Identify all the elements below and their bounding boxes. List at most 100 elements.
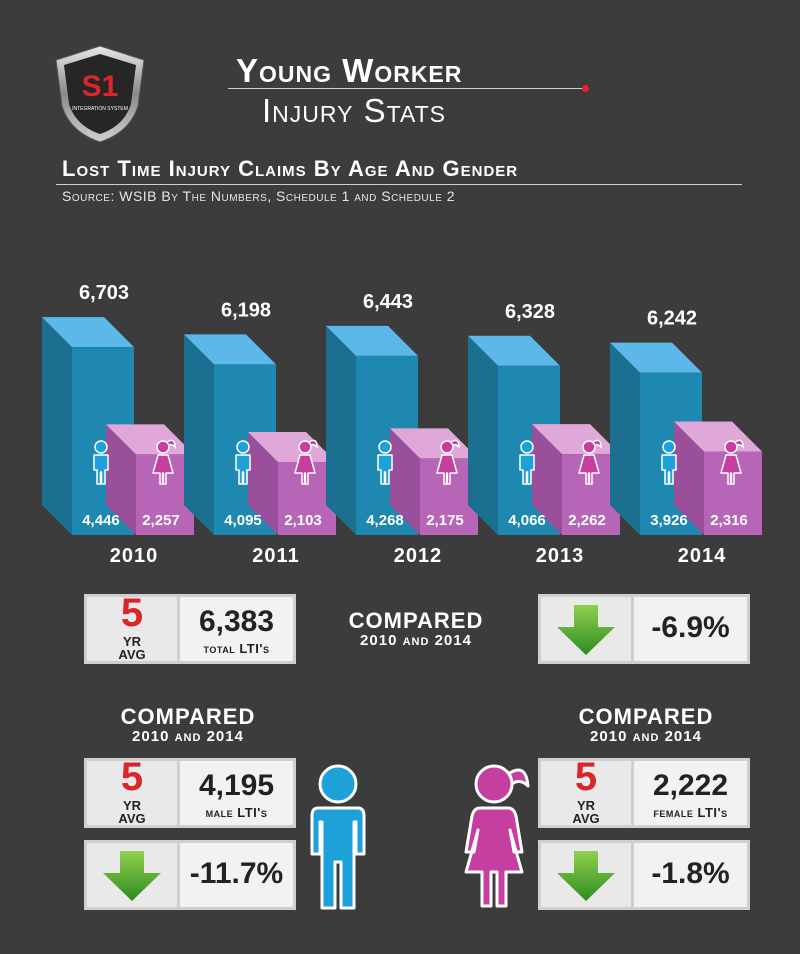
boy-icon [377,440,393,485]
female-bar-2013-top [532,424,620,455]
avg-years-number: 5 [120,755,144,799]
box-divider [177,597,180,661]
boy-icon [310,764,366,910]
year-label: 2011 [252,545,299,567]
male-bar-2014-top [610,342,702,373]
box-divider [177,843,180,907]
female-bar-2014-side [674,421,704,535]
total-avg-box: 5 YR AVG 6,383 total LTI's [84,591,296,664]
total-value-label: 6,443 [363,291,413,313]
overall-compare-heading: COMPARED [348,608,484,633]
svg-text:INTEGRATION SYSTEM: INTEGRATION SYSTEM [72,106,128,112]
male-value-label: 4,066 [508,512,546,529]
girl-icon [578,439,602,485]
chart-source: Source: WSIB By The Numbers, Schedule 1 … [62,188,456,204]
female-value-label: 2,257 [142,512,180,529]
total-value-label: 6,198 [221,299,271,321]
box-divider [177,761,180,825]
male-value-label: 4,095 [224,512,262,529]
total-value-label: 6,242 [647,308,697,330]
boy-icon [235,440,251,485]
page-title-line2: Injury Stats [262,92,446,129]
boy-icon [661,440,677,485]
down-arrow-icon [557,851,615,901]
s1-logo: S1 INTEGRATION SYSTEM [55,45,145,143]
title-dot [582,85,589,92]
girl-icon [152,439,176,485]
female-avg-value: 2,222 [652,769,729,802]
male-bar-2012-side [326,325,356,535]
male-avg-value: 4,195 [198,769,275,802]
total-value-label: 6,703 [79,282,129,304]
avg-cell [87,597,177,661]
male-bar-2014-side [610,342,640,535]
page-title-line1: Young Worker [236,52,463,89]
male-avg-box: 5 YR AVG 4,195 male LTI's [84,755,296,828]
female-bar-2011-side [248,431,278,535]
female-compare-sub: 2010 and 2014 [590,728,702,745]
male-compare-sub: 2010 and 2014 [132,728,244,745]
male-change-value: -11.7% [189,857,284,890]
boy-icon [519,440,535,485]
avg-years-label: YR AVG [118,798,146,826]
female-change-value: -1.8% [651,857,730,890]
down-arrow-icon [103,851,161,901]
male-avg-label: male LTI's [205,805,268,820]
female-value-label: 2,103 [284,512,322,529]
svg-text:S1: S1 [82,70,119,103]
total-avg-value: 6,383 [198,605,275,638]
female-bar-2011-top [248,431,336,462]
total-avg-label: total LTI's [203,641,270,656]
year-label: 2010 [110,545,159,567]
avg-years-label: YR AVG [118,634,146,662]
female-value-label: 2,262 [568,512,606,529]
box-divider [631,761,634,825]
female-value-label: 2,316 [710,512,748,529]
total-value-label: 6,328 [505,301,555,323]
girl-icon [720,439,744,485]
female-value-label: 2,175 [426,512,464,529]
down-arrow-icon [557,605,615,655]
female-bar-2012-side [390,428,420,535]
avg-years-number: 5 [120,591,144,635]
avg-cell [87,761,177,825]
male-bar-2012-top [326,325,418,356]
female-avg-label: female LTI's [653,805,728,820]
year-label: 2012 [394,545,443,567]
overall-change-box: -6.9% [538,594,750,664]
male-value-label: 4,268 [366,512,404,529]
chart-title-rule [56,184,742,185]
female-bar-2010-top [106,424,194,455]
female-bar-2012-top [390,428,478,459]
male-bar-2013-top [468,335,560,366]
girl-icon [294,439,318,485]
male-bar-2011-top [184,334,276,365]
box-divider [631,597,634,661]
avg-cell [541,761,631,825]
year-label: 2014 [678,545,727,567]
female-change-box: -1.8% [538,840,750,910]
male-value-label: 4,446 [82,512,120,529]
title-underline [228,88,586,89]
female-bar-2013-side [532,424,562,535]
avg-years-label: YR AVG [572,798,600,826]
year-label: 2013 [536,545,585,567]
female-compare-heading: COMPARED [578,704,714,729]
male-bar-2011-side [184,334,214,535]
boy-icon [93,440,109,485]
box-divider [631,843,634,907]
female-bar-2010-side [106,424,136,535]
chart-title: Lost Time Injury Claims By Age And Gende… [62,156,519,181]
overall-compare-sub: 2010 and 2014 [360,632,472,649]
girl-icon [464,764,530,908]
overall-change-value: -6.9% [651,611,730,644]
male-bar-2010-top [42,317,134,348]
male-value-label: 3,926 [650,512,688,529]
male-compare-heading: COMPARED [120,704,256,729]
male-bar-2013-side [468,335,498,535]
female-avg-box: 5 YR AVG 2,222 female LTI's [538,755,750,828]
girl-icon [436,439,460,485]
male-change-box: -11.7% [84,840,296,910]
avg-years-number: 5 [574,755,598,799]
